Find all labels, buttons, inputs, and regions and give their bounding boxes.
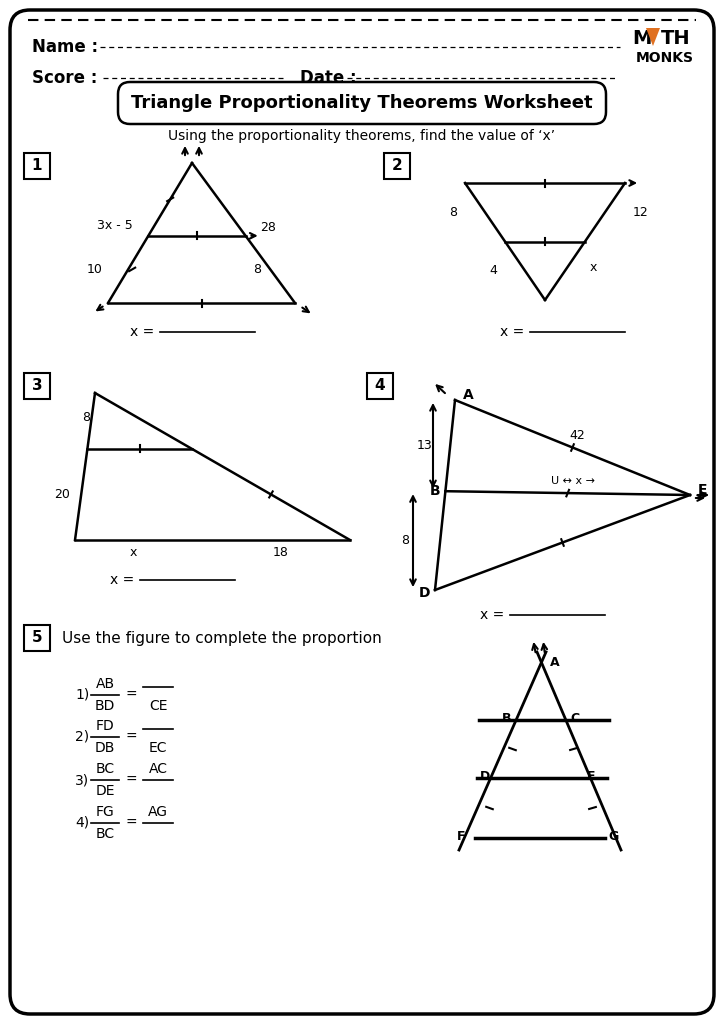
Text: x: x: [130, 547, 137, 559]
Text: 18: 18: [273, 547, 289, 559]
Text: =: =: [125, 773, 137, 787]
Text: x =: x =: [130, 325, 154, 339]
Text: 28: 28: [261, 221, 277, 234]
Text: AB: AB: [96, 677, 114, 691]
Text: 20: 20: [54, 487, 70, 501]
Text: 1): 1): [75, 688, 89, 702]
Text: AG: AG: [148, 805, 168, 819]
Text: 12: 12: [633, 206, 649, 219]
Text: F: F: [457, 829, 465, 843]
Text: Triangle Proportionality Theorems Worksheet: Triangle Proportionality Theorems Worksh…: [131, 94, 593, 112]
Text: 3x - 5: 3x - 5: [96, 219, 132, 232]
Text: x =: x =: [480, 608, 504, 622]
Text: CE: CE: [148, 699, 167, 713]
Text: D: D: [480, 769, 490, 782]
Text: DE: DE: [96, 784, 114, 798]
Text: B: B: [430, 484, 440, 499]
FancyBboxPatch shape: [384, 153, 410, 179]
Text: 13: 13: [417, 439, 433, 453]
FancyBboxPatch shape: [118, 82, 606, 124]
Text: DB: DB: [95, 741, 115, 755]
Text: 8: 8: [401, 535, 409, 547]
Text: BC: BC: [96, 827, 114, 841]
Text: B: B: [502, 712, 511, 725]
Text: 1: 1: [32, 159, 42, 173]
Text: MONKS: MONKS: [636, 51, 694, 65]
Text: 8: 8: [82, 412, 90, 424]
Text: Name :: Name :: [32, 38, 98, 56]
Text: EC: EC: [148, 741, 167, 755]
Text: A: A: [463, 388, 473, 402]
Text: AC: AC: [148, 762, 167, 776]
Text: 42: 42: [570, 429, 586, 442]
Text: G: G: [608, 829, 618, 843]
Text: FG: FG: [96, 805, 114, 819]
Text: C: C: [570, 712, 579, 725]
Text: 2: 2: [392, 159, 403, 173]
Text: =: =: [125, 730, 137, 744]
Text: D: D: [418, 586, 430, 600]
Text: E: E: [587, 769, 596, 782]
FancyBboxPatch shape: [367, 373, 393, 399]
Text: x =: x =: [110, 573, 134, 587]
Polygon shape: [646, 28, 660, 46]
FancyBboxPatch shape: [24, 373, 50, 399]
Text: TH: TH: [661, 29, 691, 47]
Text: BD: BD: [95, 699, 115, 713]
Text: 10: 10: [87, 263, 103, 275]
FancyBboxPatch shape: [24, 153, 50, 179]
Text: 3: 3: [32, 379, 42, 393]
Text: x =: x =: [500, 325, 524, 339]
Text: Score :: Score :: [32, 69, 97, 87]
FancyBboxPatch shape: [10, 10, 714, 1014]
Text: BC: BC: [96, 762, 114, 776]
Text: 4: 4: [375, 379, 385, 393]
FancyBboxPatch shape: [24, 625, 50, 651]
Text: =: =: [125, 688, 137, 702]
Text: 3): 3): [75, 773, 89, 787]
Text: 8: 8: [253, 263, 261, 275]
Text: A: A: [550, 655, 560, 669]
Text: 4: 4: [489, 264, 497, 278]
Text: Date :: Date :: [300, 69, 357, 87]
Text: x: x: [590, 261, 597, 274]
Text: 4): 4): [75, 816, 89, 830]
Text: 5: 5: [32, 631, 42, 645]
Text: U ↔ x →: U ↔ x →: [551, 476, 594, 486]
Text: E: E: [698, 483, 707, 497]
Text: Use the figure to complete the proportion: Use the figure to complete the proportio…: [62, 631, 382, 645]
Text: FD: FD: [96, 719, 114, 733]
Text: =: =: [125, 816, 137, 830]
Text: 2): 2): [75, 730, 89, 744]
Text: 8: 8: [449, 206, 457, 219]
Text: Using the proportionality theorems, find the value of ‘x’: Using the proportionality theorems, find…: [169, 129, 555, 143]
Text: M: M: [632, 29, 652, 47]
